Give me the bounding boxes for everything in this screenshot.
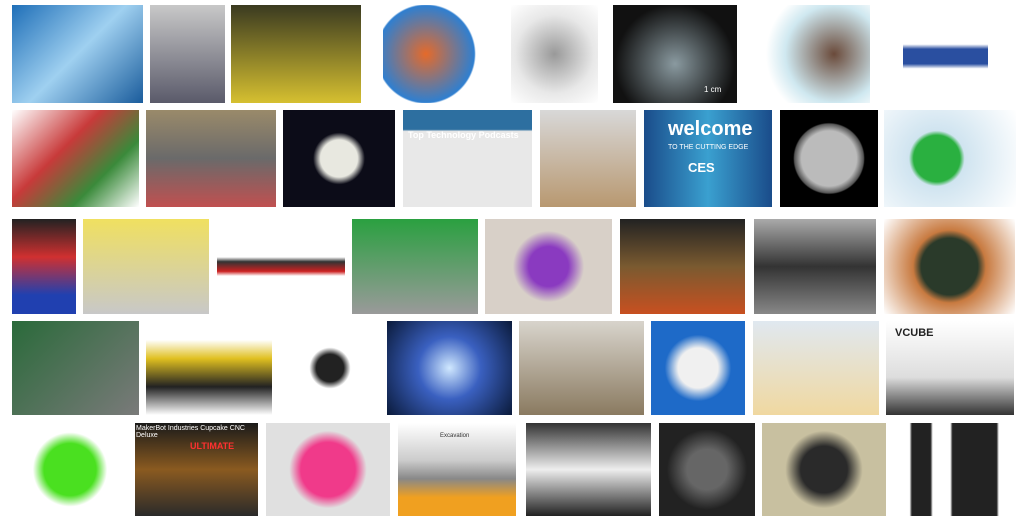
thumbnail[interactable] (519, 321, 644, 415)
thumbnail[interactable] (886, 321, 1014, 415)
thumbnail[interactable] (620, 219, 745, 314)
thumbnail[interactable] (146, 110, 276, 207)
ces-logo: CES (688, 160, 715, 175)
thumbnail[interactable] (754, 219, 876, 314)
thumbnail[interactable] (884, 219, 1015, 314)
ultimate-text: ULTIMATE (190, 441, 235, 451)
thumbnail[interactable] (750, 5, 870, 103)
thumbnail[interactable] (780, 110, 878, 207)
thumbnail[interactable] (526, 423, 651, 516)
thumbnail[interactable] (231, 5, 361, 103)
thumbnail[interactable] (12, 110, 139, 207)
thumbnail[interactable] (83, 219, 209, 314)
thumbnail[interactable] (352, 219, 478, 314)
podcast-title: Top Technology Podcasts (408, 130, 519, 140)
thumbnail[interactable] (644, 110, 772, 207)
thumbnail[interactable] (651, 321, 745, 415)
thumbnail[interactable] (613, 5, 737, 103)
thumbnail[interactable] (12, 423, 128, 516)
thumbnail[interactable] (146, 321, 272, 415)
thumbnail[interactable] (12, 321, 139, 415)
thumbnail[interactable] (903, 5, 988, 103)
thumbnail[interactable] (280, 321, 380, 415)
thumbnail[interactable] (12, 5, 143, 103)
thumbnail[interactable] (150, 5, 225, 103)
ces-welcome: welcome (668, 118, 753, 140)
thumbnail[interactable] (217, 219, 345, 314)
thumbnail[interactable] (898, 423, 1014, 516)
thumbnail[interactable] (12, 219, 76, 314)
thumbnail[interactable] (511, 5, 598, 103)
thumbnail[interactable] (762, 423, 886, 516)
thumbnail[interactable] (387, 321, 512, 415)
makerbot-title: MakerBot Industries Cupcake CNC Deluxe (136, 425, 245, 439)
thumbnail[interactable] (884, 110, 1016, 207)
thumbnail[interactable] (283, 110, 395, 207)
excavation-label: Excavation (440, 433, 470, 439)
thumbnail[interactable] (403, 110, 532, 207)
thumbnail[interactable] (398, 423, 516, 516)
scale-text: 1 cm (704, 85, 722, 94)
vcube-logo: VCUBE (895, 327, 934, 339)
thumbnail[interactable] (485, 219, 612, 314)
ces-tagline: TO THE CUTTING EDGE (668, 144, 749, 151)
thumbnail[interactable] (540, 110, 636, 207)
thumbnail[interactable] (753, 321, 879, 415)
thumbnail[interactable] (659, 423, 755, 516)
thumbnail[interactable] (266, 423, 390, 516)
thumbnail[interactable] (383, 5, 490, 103)
thumbnail[interactable] (135, 423, 258, 516)
